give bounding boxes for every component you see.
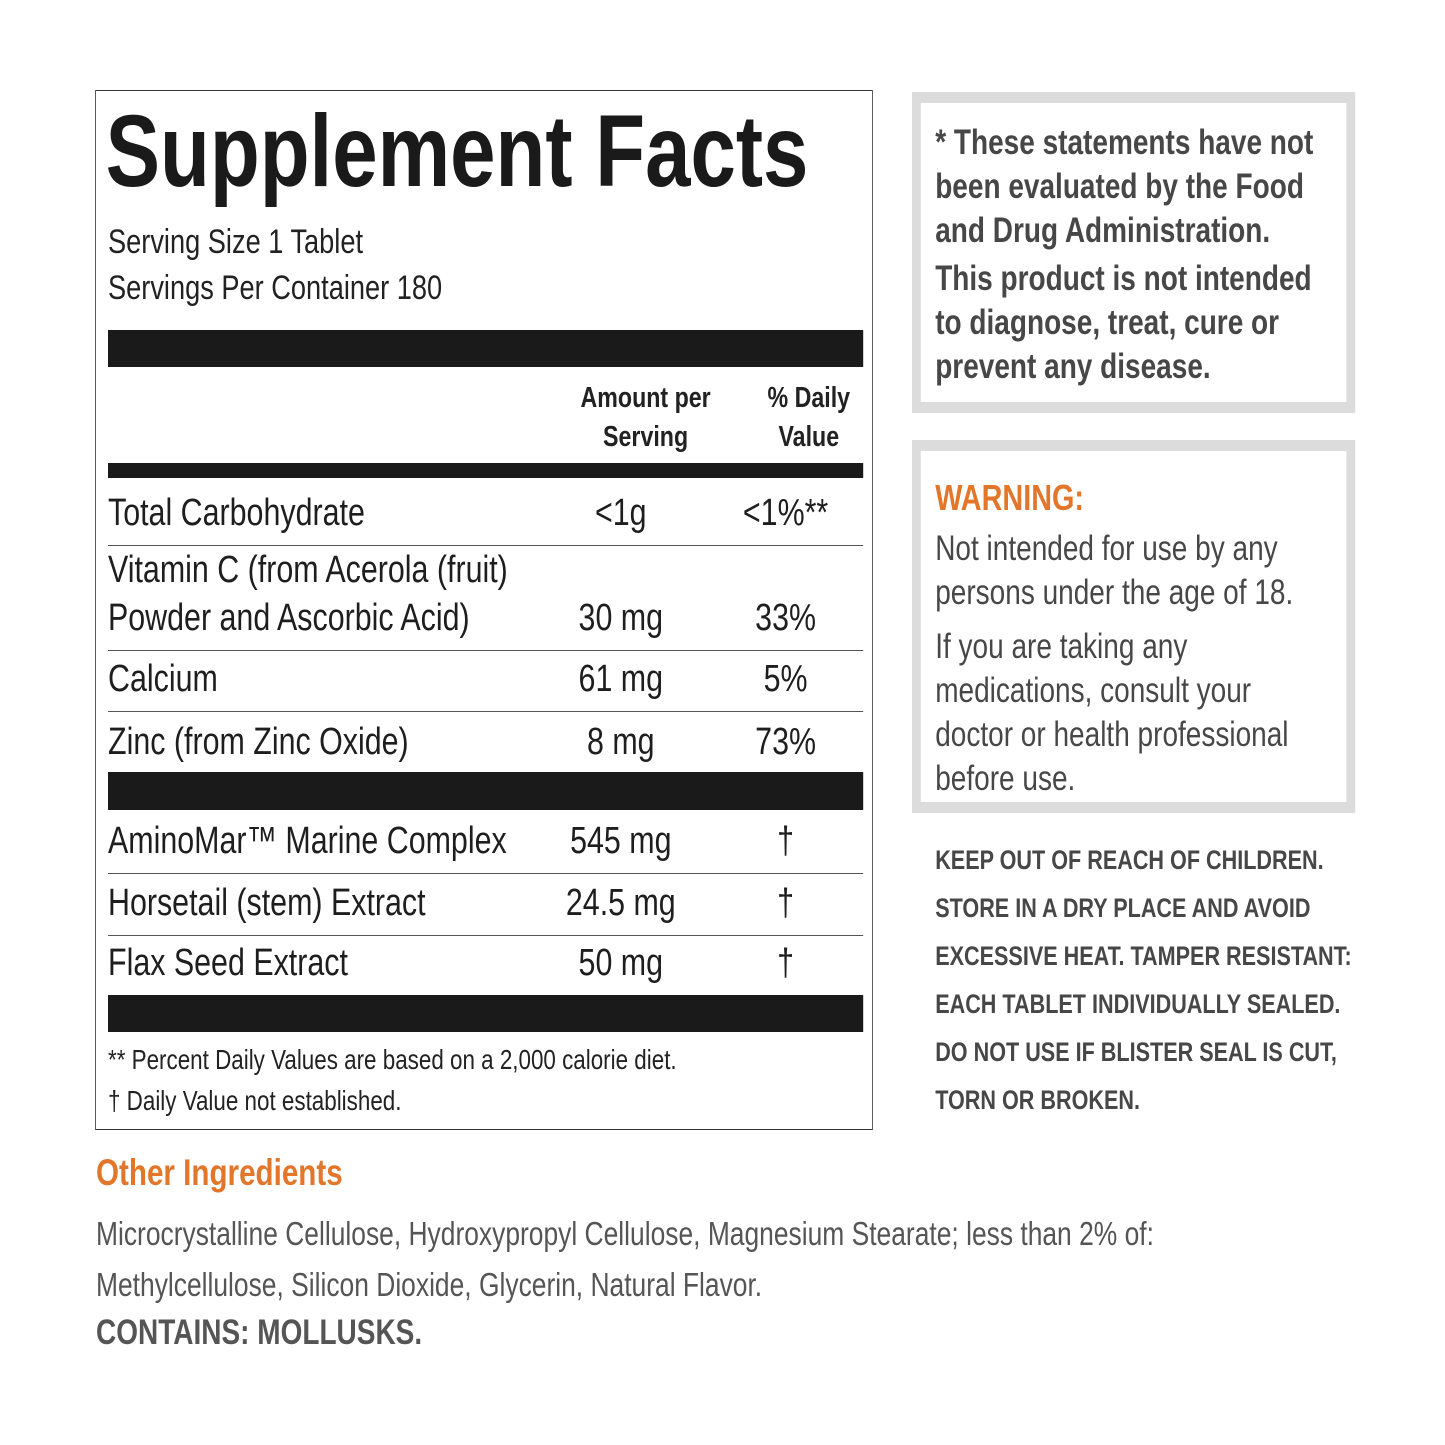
daily-value: 5% xyxy=(763,658,808,700)
amount: 8 mg xyxy=(587,721,655,763)
fact-row: Horsetail (stem) Extract 24.5 mg † xyxy=(108,874,864,936)
disclaimer: * These statements have not been evaluate… xyxy=(935,121,1313,389)
ingredient-name: Flax Seed Extract xyxy=(108,942,348,984)
fact-row: Flax Seed Extract 50 mg † xyxy=(108,936,863,995)
daily-value: † xyxy=(777,820,795,862)
warning-text: Not intended for use by any persons under… xyxy=(935,527,1293,801)
ingredient-name: Calcium xyxy=(108,658,218,700)
storage-text: KEEP OUT OF REACH OF CHILDREN. STORE IN A… xyxy=(935,836,1351,1124)
ingredient-name: Zinc (from Zinc Oxide) xyxy=(108,721,409,763)
supplement-facts: Supplement Facts Serving Size 1 Tablet S… xyxy=(95,90,873,1130)
warning-box: WARNING: Not intended for use by any pers… xyxy=(912,440,1356,813)
daily-value: 73% xyxy=(755,721,817,763)
amount: 50 mg xyxy=(578,942,664,984)
disclaimer-line: This product is not intended xyxy=(935,259,1312,298)
daily-value: † xyxy=(777,882,795,924)
other-ingredients-text: Microcrystalline Cellulose, Hydroxypropy… xyxy=(96,1208,1154,1310)
footnote: † Daily Value not established. xyxy=(108,1085,402,1116)
fact-row: Calcium 61 mg 5% xyxy=(108,651,864,712)
contains: CONTAINS: MOLLUSKS. xyxy=(96,1313,423,1352)
thick-bar xyxy=(108,463,864,478)
amount: 24.5 mg xyxy=(565,882,676,924)
fact-row: Total Carbohydrate <1g <1%** xyxy=(108,481,864,546)
warning-line: doctor or health professional xyxy=(935,715,1289,754)
amount: <1g xyxy=(595,492,647,534)
warning-line: before use. xyxy=(935,759,1076,798)
ingredient-name: Horsetail (stem) Extract xyxy=(108,882,426,924)
thick-bar xyxy=(108,995,864,1032)
serving-size: Serving Size 1 Tablet xyxy=(108,223,364,261)
column-header: % Daily Value xyxy=(767,382,851,453)
ingredients-line: Methylcellulose, Silicon Dioxide, Glycer… xyxy=(96,1266,763,1303)
warning-title: WARNING: xyxy=(935,477,1084,518)
fact-row: Vitamin C (from Acerola (fruit) Powder a… xyxy=(108,546,864,651)
ingredient-name: Vitamin C (from Acerola (fruit) Powder a… xyxy=(108,549,508,639)
disclaimer-line: and Drug Administration. xyxy=(935,211,1271,250)
other-ingredients-title: Other Ingredients xyxy=(96,1152,343,1193)
facts-title: Supplement Facts xyxy=(105,94,809,208)
storage-line: EACH TABLET INDIVIDUALLY SEALED. xyxy=(935,989,1341,1019)
servings-per-container: Servings Per Container 180 xyxy=(108,269,443,307)
storage-line: EXCESSIVE HEAT. TAMPER RESISTANT: xyxy=(935,941,1352,971)
ingredient-name: AminoMar™ Marine Complex xyxy=(108,820,507,862)
daily-value: † xyxy=(777,942,795,984)
warning-line: If you are taking any xyxy=(935,627,1188,666)
fact-row: Zinc (from Zinc Oxide) 8 mg 73% xyxy=(108,712,863,774)
warning-line: persons under the age of 18. xyxy=(935,573,1294,612)
column-header: Amount per Serving xyxy=(580,382,711,453)
warning-line: Not intended for use by any xyxy=(935,529,1278,568)
ingredients-line: Microcrystalline Cellulose, Hydroxypropy… xyxy=(96,1215,1154,1252)
warning-line: medications, consult your xyxy=(935,671,1252,710)
storage-line: TORN OR BROKEN. xyxy=(935,1085,1141,1115)
disclaimer-line: prevent any disease. xyxy=(935,347,1211,386)
disclaimer-line: to diagnose, treat, cure or xyxy=(935,303,1280,342)
thick-bar xyxy=(108,772,864,810)
disclaimer-box: * These statements have not been evaluate… xyxy=(912,92,1356,413)
amount: 30 mg xyxy=(578,597,664,639)
disclaimer-line: * These statements have not xyxy=(935,123,1314,162)
storage-line: STORE IN A DRY PLACE AND AVOID xyxy=(935,893,1311,923)
daily-value: <1%** xyxy=(742,492,829,534)
ingredient-name: Total Carbohydrate xyxy=(108,492,365,534)
footnote: ** Percent Daily Values are based on a 2… xyxy=(108,1044,677,1075)
amount: 61 mg xyxy=(578,658,664,700)
storage-line: KEEP OUT OF REACH OF CHILDREN. xyxy=(935,845,1324,875)
disclaimer-line: been evaluated by the Food xyxy=(935,167,1304,206)
storage-line: DO NOT USE IF BLISTER SEAL IS CUT, xyxy=(935,1037,1337,1067)
fact-row: AminoMar™ Marine Complex 545 mg † xyxy=(108,812,864,874)
amount: 545 mg xyxy=(570,820,672,862)
thick-bar xyxy=(108,330,864,367)
daily-value: 33% xyxy=(755,597,817,639)
